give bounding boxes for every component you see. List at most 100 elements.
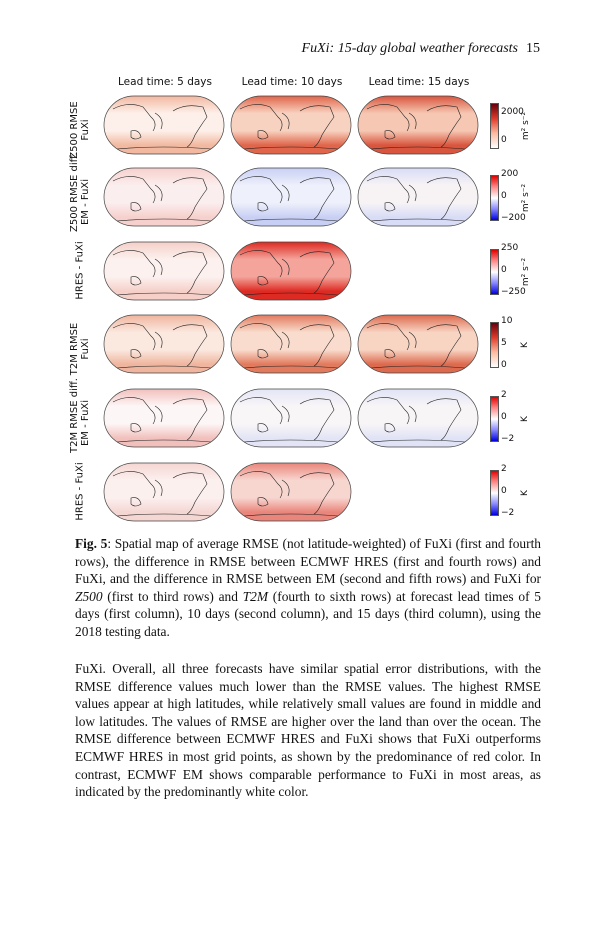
row-label-group: T2M RMSE diff. bbox=[69, 378, 80, 453]
colorbar-tick-label: 0 bbox=[501, 412, 507, 422]
coastline bbox=[112, 323, 212, 369]
page-number: 15 bbox=[526, 41, 540, 56]
coastline bbox=[112, 471, 212, 517]
map-panel bbox=[230, 462, 352, 522]
map-field bbox=[103, 462, 225, 522]
coastline bbox=[112, 176, 212, 222]
map-field bbox=[230, 462, 352, 522]
colorbar-unit: K bbox=[519, 490, 530, 496]
row-label: Z500 RMSE FuXi bbox=[69, 100, 91, 160]
colorbar-unit: m² s⁻² bbox=[521, 257, 532, 287]
map-field bbox=[230, 167, 352, 227]
coastline bbox=[239, 323, 339, 369]
row-label: HRES - FuXi bbox=[75, 241, 86, 301]
colorbar-tick-label: 0 bbox=[501, 265, 507, 275]
map-panel bbox=[230, 388, 352, 448]
coastline bbox=[112, 104, 212, 150]
row-label-group: Z500 RMSE diff. bbox=[69, 152, 80, 232]
map-field bbox=[357, 314, 479, 374]
coastline bbox=[366, 176, 466, 222]
row-label-group: T2M RMSE bbox=[69, 322, 80, 376]
map-panel bbox=[357, 388, 479, 448]
colorbar-tick-label: −200 bbox=[501, 213, 526, 223]
colorbar-tick-label: 0 bbox=[501, 191, 507, 201]
map-field bbox=[103, 95, 225, 155]
colorbar-tick-label: 2 bbox=[501, 464, 507, 474]
coastline bbox=[366, 323, 466, 369]
map-field bbox=[357, 167, 479, 227]
coastline bbox=[112, 250, 212, 296]
colorbar-unit: m² s⁻² bbox=[521, 111, 532, 141]
map-field bbox=[103, 388, 225, 448]
coastline bbox=[366, 397, 466, 443]
row-label-sub: HRES - FuXi bbox=[74, 462, 86, 521]
map-panel bbox=[230, 241, 352, 301]
running-title: FuXi: 15-day global weather forecasts bbox=[301, 41, 518, 56]
map-field bbox=[230, 95, 352, 155]
coastline bbox=[239, 471, 339, 517]
coastline bbox=[366, 104, 466, 150]
row-label-group: Z500 RMSE bbox=[69, 101, 80, 159]
colorbar bbox=[490, 103, 499, 149]
colorbar-tick-label: −250 bbox=[501, 287, 526, 297]
colorbar bbox=[490, 249, 499, 295]
map-panel bbox=[103, 95, 225, 155]
map-field bbox=[230, 314, 352, 374]
map-panel bbox=[230, 167, 352, 227]
map-field bbox=[103, 167, 225, 227]
row-label: T2M RMSE diff. EM - FuXi bbox=[69, 378, 91, 453]
coastline bbox=[112, 397, 212, 443]
row-label: Z500 RMSE diff. EM - FuXi bbox=[69, 152, 91, 232]
colorbar-unit: K bbox=[519, 416, 530, 422]
row-label-sub: FuXi bbox=[80, 338, 91, 360]
figure-5: Lead time: 5 days Lead time: 10 days Lea… bbox=[60, 72, 540, 527]
colorbar-tick-label: 250 bbox=[501, 243, 519, 253]
map-panel bbox=[103, 462, 225, 522]
column-title: Lead time: 5 days bbox=[118, 76, 212, 88]
row-label: T2M RMSE FuXi bbox=[69, 319, 91, 379]
colorbar bbox=[490, 470, 499, 516]
colorbar-tick-label: 10 bbox=[501, 316, 513, 326]
map-panel bbox=[357, 167, 479, 227]
coastline bbox=[239, 250, 339, 296]
map-field bbox=[103, 314, 225, 374]
map-field bbox=[103, 241, 225, 301]
colorbar bbox=[490, 396, 499, 442]
caption-var: Z500 bbox=[75, 588, 103, 604]
colorbar-tick-label: 0 bbox=[501, 360, 507, 370]
map-panel bbox=[103, 167, 225, 227]
colorbar-tick-label: 0 bbox=[501, 135, 507, 145]
colorbar bbox=[490, 175, 499, 221]
map-panel bbox=[103, 388, 225, 448]
colorbar-tick-label: −2 bbox=[501, 434, 515, 444]
colorbar-tick-label: −2 bbox=[501, 508, 515, 518]
caption-text: : Spatial map of average RMSE (not latit… bbox=[75, 536, 541, 587]
coastline bbox=[239, 176, 339, 222]
colorbar-unit: m² s⁻² bbox=[521, 183, 532, 213]
colorbar-tick-label: 0 bbox=[501, 486, 507, 496]
map-panel bbox=[230, 314, 352, 374]
caption-text: (first to third rows) and bbox=[102, 588, 243, 604]
caption-var: T2M bbox=[242, 588, 269, 604]
colorbar-tick-label: 5 bbox=[501, 338, 507, 348]
caption-label: Fig. 5 bbox=[75, 536, 108, 551]
map-field bbox=[357, 95, 479, 155]
column-title: Lead time: 10 days bbox=[241, 76, 343, 88]
map-field bbox=[230, 241, 352, 301]
figure-caption: Fig. 5: Spatial map of average RMSE (not… bbox=[75, 535, 541, 641]
row-label-sub: HRES - FuXi bbox=[74, 241, 86, 300]
row-label-sub: EM - FuXi bbox=[80, 399, 91, 447]
row-label: HRES - FuXi bbox=[75, 462, 86, 522]
coastline bbox=[239, 104, 339, 150]
map-panel bbox=[103, 314, 225, 374]
map-panel bbox=[230, 95, 352, 155]
colorbar-tick-label: 200 bbox=[501, 169, 519, 179]
colorbar-tick-label: 2000 bbox=[501, 107, 524, 117]
coastline bbox=[239, 397, 339, 443]
row-label-sub: EM - FuXi bbox=[80, 178, 91, 226]
colorbar bbox=[490, 322, 499, 368]
colorbar-unit: K bbox=[519, 342, 530, 348]
caption-text: (fourth to sixth rows) at forecast lead … bbox=[75, 588, 541, 639]
row-label-sub: FuXi bbox=[80, 119, 91, 141]
map-panel bbox=[103, 241, 225, 301]
